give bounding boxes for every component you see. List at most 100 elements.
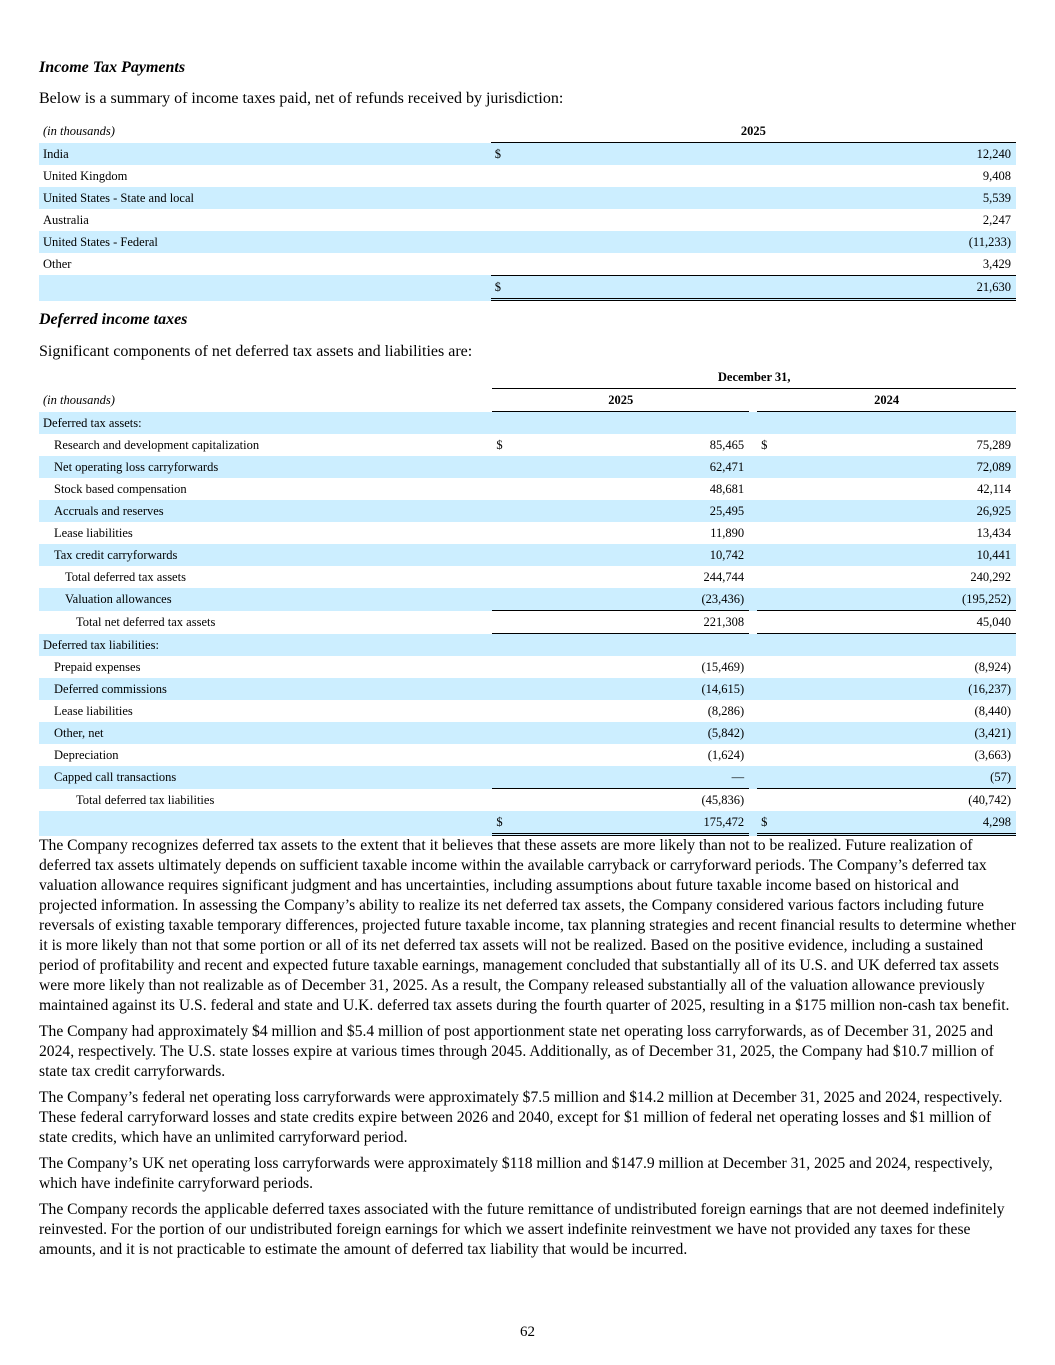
dollar-sign (492, 566, 516, 588)
 (749, 412, 758, 434)
dollar-sign: $ (761, 437, 768, 452)
table-row: Accruals and reserves 25,495 26,925 (39, 500, 1016, 522)
 (749, 588, 758, 611)
row-label: United States - State and local (39, 187, 491, 209)
table-row: Deferred tax liabilities: (39, 634, 1016, 656)
row-label: Total deferred tax liabilities (76, 792, 215, 807)
 (749, 789, 757, 811)
dollar-sign (492, 656, 516, 678)
dollar-sign (491, 253, 515, 275)
dollar-sign (492, 500, 517, 522)
income-tax-payments-heading: Income Tax Payments (39, 59, 186, 76)
dollar-sign: $ (757, 811, 782, 836)
amount-2024: (3,421) (781, 722, 1016, 744)
dollar-sign (757, 744, 781, 766)
dollar-sign (492, 700, 516, 722)
paragraph: The Company records the applicable defer… (39, 1201, 1005, 1258)
amount-2025: (1,624) (707, 747, 745, 762)
units-label: (in thousands) (43, 393, 115, 407)
table-row: Deferred tax assets: (39, 412, 1016, 434)
table-row: Stock based compensation 48,681 42,114 (39, 478, 1016, 500)
income-taxes-paid-table: (in thousands) 2025 India $12,240 United K… (39, 120, 1016, 301)
dollar-sign (757, 412, 782, 434)
 (749, 566, 757, 588)
dollar-sign (492, 456, 517, 478)
row-label: Lease liabilities (54, 703, 133, 718)
 (749, 744, 757, 766)
row-label: Depreciation (54, 747, 119, 762)
amount-2025: (45,836) (701, 792, 745, 807)
 (749, 678, 758, 700)
row-label: Australia (43, 212, 89, 227)
deferred-income-taxes-intro: Significant components of net deferred t… (39, 343, 473, 360)
units-label: (in thousands) (43, 124, 115, 138)
dollar-sign: $ (490, 275, 515, 301)
page-number: 62 (520, 1324, 535, 1340)
dollar-sign: $ (492, 811, 517, 836)
table-row: Research and development capitalization $… (39, 434, 1016, 456)
amount: 9,408 (982, 168, 1011, 183)
row-label: Capped call transactions (39, 766, 493, 789)
deferred-income-taxes-heading: Deferred income taxes (39, 311, 188, 328)
amount-2025: 221,308 (516, 611, 750, 634)
 (749, 544, 758, 566)
amount-2025: 85,465 (709, 437, 745, 452)
table-row: Depreciation (1,624) (3,663) (39, 744, 1016, 766)
dollar-sign (757, 700, 781, 722)
 (749, 500, 758, 522)
table-row: Prepaid expenses (15,469) (8,924) (39, 656, 1016, 678)
table-row: Deferred commissions (14,615) (16,237) (39, 678, 1016, 700)
year-header-2025: 2025 (492, 389, 750, 412)
amount-2025 (516, 412, 750, 434)
notes-text: The Company recognizes deferred tax asse… (39, 836, 1017, 1266)
amount-2024: 13,434 (976, 525, 1011, 540)
 (749, 522, 757, 544)
amount-2025: 244,744 (703, 569, 745, 584)
amount-2025: (23,436) (516, 588, 750, 611)
 (749, 634, 758, 656)
row-label: Lease liabilities (54, 525, 133, 540)
dollar-sign (492, 611, 517, 634)
amount-2025 (516, 634, 750, 656)
amount: 2,247 (982, 212, 1011, 227)
amount-2024: 45,040 (781, 611, 1016, 634)
table-row: Lease liabilities 11,890 13,434 (39, 522, 1016, 544)
dollar-sign (757, 766, 782, 789)
table-row: Australia 2,247 (39, 209, 1016, 231)
row-label: Deferred commissions (39, 678, 493, 700)
table-row: United States - Federal (11,233) (39, 231, 1016, 253)
 (749, 656, 757, 678)
paragraph: The Company’s UK net operating loss carr… (39, 1155, 993, 1192)
amount-2024 (781, 634, 1016, 656)
table-row: Total deferred tax assets 244,744 240,292 (39, 566, 1016, 588)
row-label: Other (43, 256, 72, 271)
table-row: United States - State and local 5,539 (39, 187, 1016, 209)
dollar-sign (757, 544, 782, 566)
paragraph: The Company recognizes deferred tax asse… (39, 837, 1016, 1014)
amount-2025: (15,469) (701, 659, 745, 674)
dollar-sign (492, 544, 517, 566)
dollar-sign (757, 500, 782, 522)
table-row: $21,630 (39, 275, 1016, 301)
amount-2024: (16,237) (781, 678, 1016, 700)
amount-2024: 10,441 (781, 544, 1016, 566)
amount-2024: (8,924) (974, 659, 1011, 674)
amount: 3,429 (982, 256, 1011, 271)
table-row: Net operating loss carryforwards 62,471 72… (39, 456, 1016, 478)
 (749, 766, 758, 789)
row-label: Other, net (39, 722, 493, 744)
row-label: Deferred tax liabilities: (39, 634, 493, 656)
row-label (39, 275, 491, 301)
dollar-sign (757, 634, 782, 656)
amount-2025: 11,890 (710, 525, 745, 540)
amount-2024: 26,925 (781, 500, 1016, 522)
 (749, 700, 757, 722)
dollar-sign (492, 588, 517, 611)
dollar-sign (492, 678, 517, 700)
dollar-sign (757, 456, 782, 478)
year-header-2024: 2024 (757, 389, 1016, 412)
period-header: December 31, (492, 366, 1016, 389)
table-row: Other, net (5,842) (3,421) (39, 722, 1016, 744)
table-row: Lease liabilities (8,286) (8,440) (39, 700, 1016, 722)
